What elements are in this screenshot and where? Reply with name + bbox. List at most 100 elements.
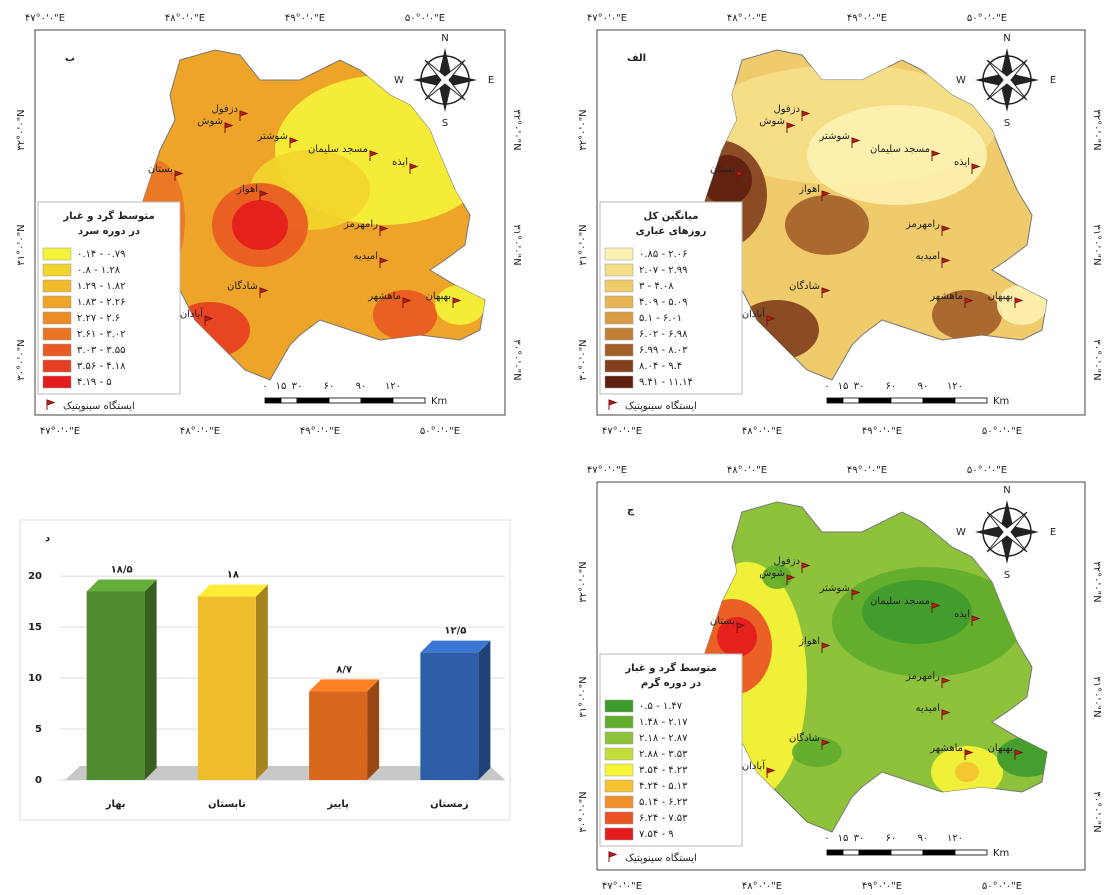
bar-side — [145, 579, 157, 780]
y-tick-label: 20 — [28, 571, 42, 582]
bar-top — [87, 579, 157, 591]
legend-swatch — [605, 296, 633, 308]
longitude-label: ۴۷°۰'۰"E — [602, 881, 642, 892]
compass-letter: S — [1004, 118, 1010, 129]
legend-label: ۱.۴۸ - ۲.۱۷ — [639, 717, 688, 728]
legend-label: ۴.۰۹ - ۵.۰۹ — [639, 297, 688, 308]
scale-segment — [827, 398, 843, 403]
legend-label: ۳.۰۳ - ۳.۵۵ — [77, 345, 126, 356]
legend-title: میانگین کل — [644, 209, 699, 222]
bar — [198, 597, 256, 780]
latitude-label: ۳۱°۰'۰"N — [578, 676, 589, 717]
legend-title: متوسط گرد و غبار — [62, 209, 154, 222]
bar — [87, 591, 145, 780]
compass-letter: W — [956, 75, 966, 86]
scale-segment — [393, 398, 425, 403]
figure: دزفولشوششوشترمسجد سلیمانایذهبستاناهوازرا… — [0, 0, 1111, 895]
longitude-label: ۴۷°۰'۰"E — [587, 13, 627, 24]
legend-swatch — [605, 780, 633, 792]
latitude-label: ۳۱°۰'۰"N — [578, 224, 589, 265]
city-label: ایذه — [954, 157, 970, 168]
city-label: رامهرمز — [905, 219, 940, 230]
longitude-label: ۴۸°۰'۰"E — [727, 465, 767, 476]
legend-title: روزهای غباری — [636, 226, 707, 237]
scale-label: ۱۵ — [276, 381, 287, 392]
scale-segment — [843, 398, 859, 403]
latitude-label: ۳۱°۰'۰"N — [1091, 676, 1102, 717]
legend-swatch — [605, 248, 633, 260]
legend-swatch — [605, 328, 633, 340]
legend-label: ۵.۱۴ - ۶.۲۳ — [639, 797, 688, 808]
compass-letter: W — [394, 75, 404, 86]
zone — [955, 762, 979, 782]
compass-letter: E — [488, 75, 494, 86]
longitude-label: ۵۰°۰'۰"E — [967, 465, 1007, 476]
legend-swatch — [605, 748, 633, 760]
legend-label: ۳ - ۴.۰۸ — [639, 281, 674, 292]
city-label: مسجد سلیمان — [308, 144, 368, 155]
latitude-label: ۳۰°۰'۰"N — [578, 339, 589, 380]
scale-label: ۱۲۰ — [947, 833, 963, 844]
scale-label: ۰ — [824, 833, 829, 844]
legend-label: ۲.۱۸ - ۲.۸۷ — [639, 733, 688, 744]
longitude-label: ۵۰°۰'۰"E — [982, 881, 1022, 892]
latitude-label: ۳۰°۰'۰"N — [1091, 791, 1102, 832]
legend-label: ۴.۱۹ - ۵ — [77, 377, 112, 388]
latitude-label: ۳۰°۰'۰"N — [578, 791, 589, 832]
legend-swatch — [605, 312, 633, 324]
latitude-label: ۳۰°۰'۰"N — [16, 339, 27, 380]
city-label: امیدیه — [915, 251, 940, 262]
scale-label: ۶۰ — [886, 833, 897, 844]
bar-side — [367, 679, 379, 780]
scale-label: ۱۲۰ — [385, 381, 401, 392]
data-label: ۱۸ — [227, 570, 239, 581]
scale-label: ۶۰ — [324, 381, 335, 392]
legend-label: ۰.۸ - ۱.۲۸ — [77, 265, 121, 276]
scale-segment — [923, 850, 955, 855]
bar-top — [198, 585, 268, 597]
scale-segment — [891, 850, 923, 855]
latitude-label: ۳۲°۰'۰"N — [578, 561, 589, 602]
longitude-label: ۵۰°۰'۰"E — [982, 426, 1022, 437]
latitude-label: ۳۲°۰'۰"N — [578, 109, 589, 150]
map-panel: دزفولشوششوشترمسجد سلیمانایذهبستاناهوازرا… — [578, 13, 1102, 437]
legend-swatch — [605, 264, 633, 276]
legend-label: ۲.۶۱ - ۳.۰۲ — [77, 329, 126, 340]
legend-swatch — [43, 344, 71, 356]
scale-segment — [955, 398, 987, 403]
city-label: دزفول — [774, 104, 801, 115]
station-label: ایستگاه سینوپتیک — [625, 400, 697, 412]
legend-swatch — [605, 376, 633, 388]
scale-label: ۹۰ — [918, 381, 929, 392]
legend-label: ۶.۹۹ - ۸.۰۳ — [639, 345, 688, 356]
longitude-label: ۴۹°۰'۰"E — [300, 426, 340, 437]
legend-swatch — [605, 280, 633, 292]
latitude-label: ۳۲°۰'۰"N — [511, 109, 522, 150]
legend-swatch — [43, 296, 71, 308]
zone — [807, 105, 987, 205]
legend-label: ۲.۸۸ - ۳.۵۳ — [639, 749, 688, 760]
longitude-label: ۴۷°۰'۰"E — [25, 13, 65, 24]
latitude-label: ۳۱°۰'۰"N — [1091, 224, 1102, 265]
y-tick-label: 15 — [28, 622, 42, 633]
city-label: اهواز — [798, 636, 820, 647]
y-tick-label: 0 — [35, 775, 42, 786]
city-label: امیدیه — [915, 703, 940, 714]
city-label: بهبهان — [988, 291, 1013, 302]
scale-segment — [891, 398, 923, 403]
city-label: شوش — [759, 116, 785, 127]
legend-swatch — [43, 376, 71, 388]
scale-segment — [955, 850, 987, 855]
scale-segment — [329, 398, 361, 403]
scale-segment — [859, 850, 891, 855]
city-label: ایذه — [954, 609, 970, 620]
latitude-label: ۳۲°۰'۰"N — [16, 109, 27, 150]
data-label: ۱۲/۵ — [444, 626, 466, 637]
city-label: بهبهان — [426, 291, 451, 302]
map-title: ب — [65, 53, 75, 64]
city-label: ایذه — [392, 157, 408, 168]
legend-label: ۵.۱ - ۶.۰۱ — [639, 313, 682, 324]
city-label: رامهرمز — [343, 219, 378, 230]
